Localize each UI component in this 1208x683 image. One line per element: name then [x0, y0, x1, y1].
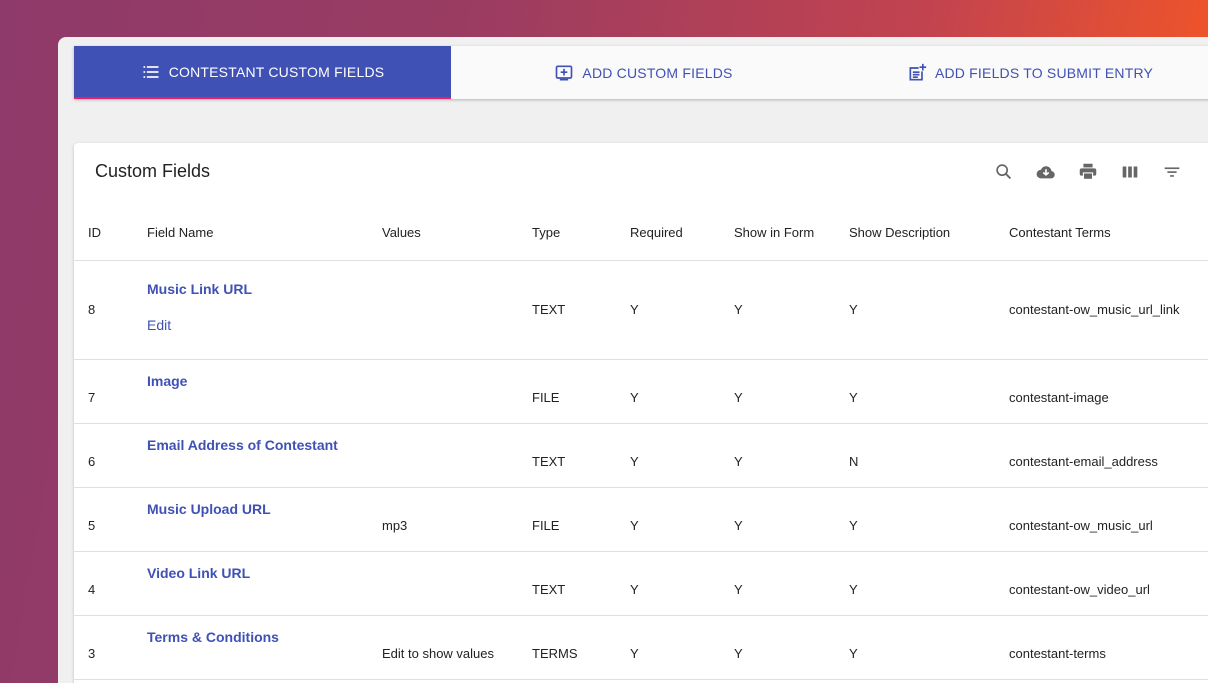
cell-type: TERMS: [532, 615, 630, 680]
cell-contestant-terms: contestant-image: [1009, 359, 1208, 424]
card-title: Custom Fields: [95, 161, 211, 181]
cell-values: [382, 359, 532, 424]
cell-type: TEXT: [532, 551, 630, 616]
cell-show-in-form: Y: [734, 260, 849, 360]
table-row: 3 Terms & Conditions Edit to show values…: [74, 615, 1208, 680]
tab-label: CONTESTANT CUSTOM FIELDS: [168, 63, 385, 80]
cell-show-description: N: [849, 423, 1009, 488]
column-header-id[interactable]: ID: [74, 205, 147, 261]
cell-contestant-terms: contestant-email_address: [1009, 423, 1208, 488]
list-icon: [141, 62, 161, 82]
cell-values: [382, 423, 532, 488]
cell-type: TEXT: [532, 423, 630, 488]
cell-field-name: Image: [147, 359, 382, 424]
field-name-link[interactable]: Music Upload URL: [147, 501, 271, 517]
cell-show-description: Y: [849, 551, 1009, 616]
tab-label: ADD FIELDS TO SUBMIT ENTRY: [934, 64, 1154, 81]
field-name-link[interactable]: Email Address of Contestant: [147, 437, 338, 453]
filter-icon[interactable]: [1160, 160, 1184, 184]
cell-field-name: Terms & Conditions: [147, 615, 382, 680]
cell-id: 6: [74, 423, 147, 488]
column-header-show-in-form[interactable]: Show in Form: [734, 205, 849, 261]
cell-show-in-form: Y: [734, 359, 849, 424]
custom-fields-table: ID Field Name Values Type Required Show …: [74, 205, 1208, 680]
cell-values: [382, 260, 532, 360]
cell-id: 8: [74, 260, 147, 360]
post-add-icon: [907, 63, 927, 83]
column-header-type[interactable]: Type: [532, 205, 630, 261]
cell-contestant-terms: contestant-terms: [1009, 615, 1208, 680]
cell-show-description: Y: [849, 487, 1009, 552]
cell-show-in-form: Y: [734, 551, 849, 616]
cell-show-description: Y: [849, 359, 1009, 424]
edit-link[interactable]: Edit: [147, 316, 172, 333]
tab-label: ADD CUSTOM FIELDS: [582, 64, 733, 81]
cell-type: FILE: [532, 359, 630, 424]
table-row: 5 Music Upload URL mp3 FILE Y Y Y contes…: [74, 487, 1208, 552]
cell-contestant-terms: contestant-ow_music_url: [1009, 487, 1208, 552]
cell-show-in-form: Y: [734, 487, 849, 552]
table-toolbar: [992, 160, 1184, 184]
cell-required: Y: [630, 359, 734, 424]
column-header-field-name[interactable]: Field Name: [147, 205, 382, 261]
column-header-required[interactable]: Required: [630, 205, 734, 261]
add-box-icon: [554, 63, 574, 83]
cell-id: 5: [74, 487, 147, 552]
cell-values: mp3: [382, 487, 532, 552]
cell-required: Y: [630, 423, 734, 488]
cell-show-in-form: Y: [734, 615, 849, 680]
cell-required: Y: [630, 551, 734, 616]
table-row: 8 Music Link URL Edit TEXT Y Y Y contest…: [74, 260, 1208, 360]
field-name-link[interactable]: Image: [147, 373, 188, 389]
field-name-link[interactable]: Music Link URL: [147, 280, 253, 297]
cell-required: Y: [630, 260, 734, 360]
tab-contestant-custom-fields[interactable]: CONTESTANT CUSTOM FIELDS: [74, 46, 451, 99]
table-header-row: ID Field Name Values Type Required Show …: [74, 205, 1208, 261]
table-row: 6 Email Address of Contestant TEXT Y Y N…: [74, 423, 1208, 488]
cell-type: TEXT: [532, 260, 630, 360]
cloud-download-icon[interactable]: [1034, 160, 1058, 184]
table-row: 7 Image FILE Y Y Y contestant-image: [74, 359, 1208, 424]
cell-contestant-terms: contestant-ow_video_url: [1009, 551, 1208, 616]
custom-fields-card: Custom Fields ID Field Name Values Type …: [74, 143, 1208, 683]
field-name-link[interactable]: Video Link URL: [147, 565, 251, 581]
cell-id: 3: [74, 615, 147, 680]
cell-required: Y: [630, 615, 734, 680]
cell-type: FILE: [532, 487, 630, 552]
column-header-contestant-terms[interactable]: Contestant Terms: [1009, 205, 1208, 261]
cell-field-name: Video Link URL: [147, 551, 382, 616]
cell-values: [382, 551, 532, 616]
cell-field-name: Music Link URL Edit: [147, 260, 382, 360]
cell-show-description: Y: [849, 615, 1009, 680]
cell-required: Y: [630, 487, 734, 552]
print-icon[interactable]: [1076, 160, 1100, 184]
tab-add-custom-fields[interactable]: ADD CUSTOM FIELDS: [451, 46, 836, 99]
cell-id: 4: [74, 551, 147, 616]
cell-show-description: Y: [849, 260, 1009, 360]
view-column-icon[interactable]: [1118, 160, 1142, 184]
tab-add-fields-to-submit-entry[interactable]: ADD FIELDS TO SUBMIT ENTRY: [836, 46, 1208, 99]
column-header-show-description[interactable]: Show Description: [849, 205, 1009, 261]
cell-show-in-form: Y: [734, 423, 849, 488]
table-row: 4 Video Link URL TEXT Y Y Y contestant-o…: [74, 551, 1208, 616]
cell-contestant-terms: contestant-ow_music_url_link: [1009, 260, 1208, 360]
cell-values: Edit to show values: [382, 615, 532, 680]
search-icon[interactable]: [992, 160, 1016, 184]
cell-field-name: Email Address of Contestant: [147, 423, 382, 488]
column-header-values[interactable]: Values: [382, 205, 532, 261]
field-name-link[interactable]: Terms & Conditions: [147, 629, 279, 645]
cell-id: 7: [74, 359, 147, 424]
cell-field-name: Music Upload URL: [147, 487, 382, 552]
tab-bar: CONTESTANT CUSTOM FIELDS ADD CUSTOM FIEL…: [74, 46, 1208, 99]
